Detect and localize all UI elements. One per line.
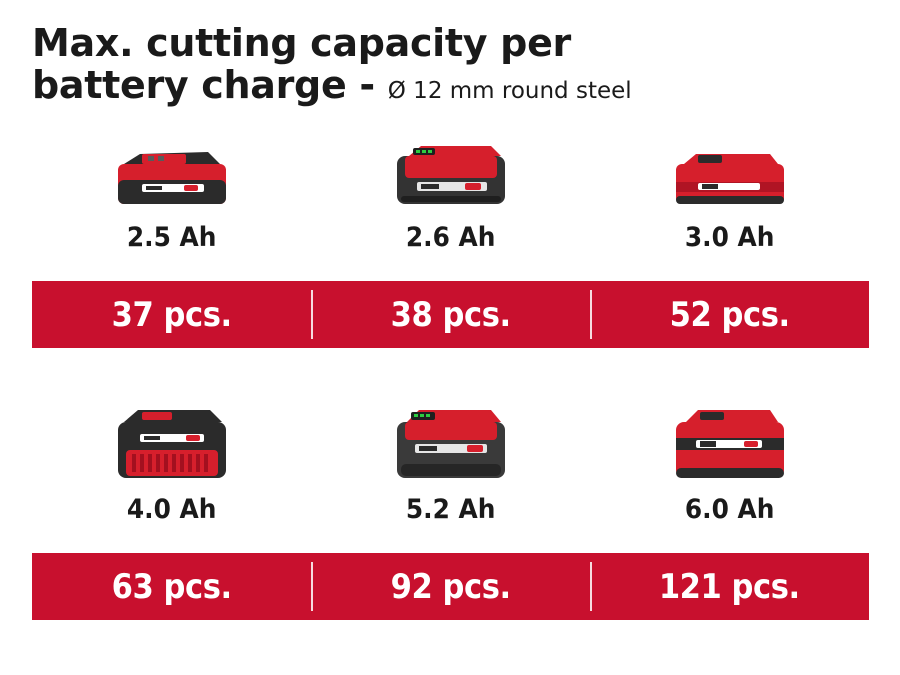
pieces-cell: 121 pcs. xyxy=(590,553,869,620)
product-2-5ah: 2.5 Ah xyxy=(32,128,311,254)
battery-3-0ah-icon xyxy=(675,154,784,204)
product-2-6ah: 2.6 Ah xyxy=(311,128,590,254)
pieces-value: 52 pcs. xyxy=(669,294,790,335)
capacity-label: 2.6 Ah xyxy=(405,222,496,253)
pieces-bar-row-2: 63 pcs. 92 pcs. 121 pcs. xyxy=(32,553,869,620)
capacity-label: 5.2 Ah xyxy=(405,494,496,525)
product-3-0ah: 3.0 Ah xyxy=(590,128,869,254)
pieces-bar-row-1: 37 pcs. 38 pcs. 52 pcs. xyxy=(32,281,869,348)
capacity-label: 4.0 Ah xyxy=(126,494,217,525)
battery-row-1: 2.5 Ah 2.6 Ah xyxy=(32,128,869,254)
battery-4-0ah-icon xyxy=(117,410,226,478)
title-line-2: battery charge - Ø 12 mm round steel xyxy=(32,64,872,112)
pieces-value: 37 pcs. xyxy=(111,294,232,335)
battery-6-0ah-icon xyxy=(675,410,784,478)
page-title: Max. cutting capacity per battery charge… xyxy=(32,22,872,112)
title-line-2-text: battery charge - xyxy=(32,63,388,107)
battery-2-5ah-icon xyxy=(117,152,226,204)
pieces-cell: 52 pcs. xyxy=(590,281,869,348)
battery-5-2ah-icon xyxy=(396,410,505,478)
pieces-value: 63 pcs. xyxy=(111,566,232,607)
product-4-0ah: 4.0 Ah xyxy=(32,400,311,526)
capacity-label: 2.5 Ah xyxy=(126,222,217,253)
pieces-value: 92 pcs. xyxy=(390,566,511,607)
title-line-1: Max. cutting capacity per xyxy=(32,21,571,65)
pieces-cell: 37 pcs. xyxy=(32,281,311,348)
pieces-value: 38 pcs. xyxy=(390,294,511,335)
title-subtitle: Ø 12 mm round steel xyxy=(387,78,632,104)
pieces-cell: 63 pcs. xyxy=(32,553,311,620)
capacity-label: 6.0 Ah xyxy=(684,494,775,525)
capacity-label: 3.0 Ah xyxy=(684,222,775,253)
pieces-cell: 92 pcs. xyxy=(311,553,590,620)
battery-2-6ah-icon xyxy=(396,146,505,204)
pieces-cell: 38 pcs. xyxy=(311,281,590,348)
battery-row-2: 4.0 Ah 5.2 Ah xyxy=(32,400,869,526)
product-6-0ah: 6.0 Ah xyxy=(590,400,869,526)
product-5-2ah: 5.2 Ah xyxy=(311,400,590,526)
pieces-value: 121 pcs. xyxy=(659,566,800,607)
